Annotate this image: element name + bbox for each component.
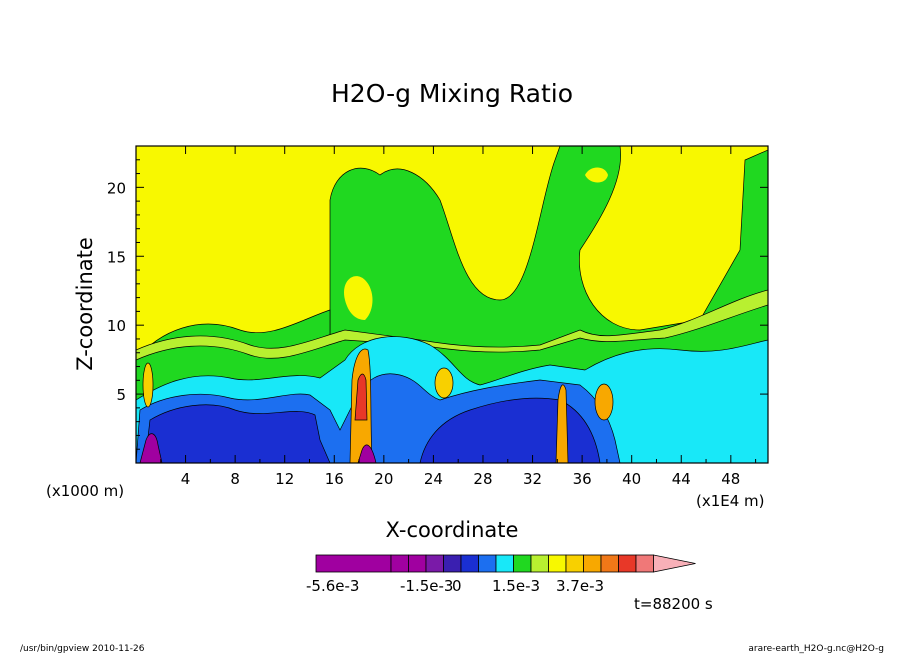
time-label: t=88200 s	[634, 595, 713, 613]
y-tick-label: 15	[107, 248, 126, 266]
colorbar-segment	[443, 554, 462, 573]
x-tick-label: 48	[721, 470, 740, 488]
colorbar-labels: -5.6e-3 -1.5e-30 1.5e-3 3.7e-3	[306, 577, 604, 595]
x-tick-label: 12	[275, 470, 294, 488]
y-tick-label: 5	[116, 386, 126, 404]
x-tick-label: 4	[181, 470, 191, 488]
x-unit-left: (x1000 m)	[46, 482, 124, 500]
contour-yellow-bubble-1	[344, 276, 373, 320]
x-tick-label: 20	[374, 470, 393, 488]
contour-warm-blob-3	[142, 362, 154, 408]
colorbar-segment	[600, 554, 619, 573]
y-tick-label: 10	[107, 317, 126, 335]
colorbar-label: 3.7e-3	[556, 577, 604, 595]
y-tick-label: 20	[107, 179, 126, 197]
colorbar-segment	[618, 554, 637, 573]
colorbar-segment	[530, 554, 549, 573]
contour-warm-blob-1	[434, 367, 454, 399]
x-tick-label: 16	[325, 470, 344, 488]
x-tick-label: 24	[424, 470, 443, 488]
y-axis-label: Z-coordinate	[73, 237, 97, 371]
plot-area	[136, 146, 768, 463]
x-tick-label: 44	[672, 470, 691, 488]
x-axis-ticks: 4 8 12 16 20 24 28 32 36 40 44 48	[160, 146, 757, 488]
colorbar-segment	[583, 554, 602, 573]
x-tick-label: 36	[573, 470, 592, 488]
contour-yellow-bubble-2	[585, 167, 608, 183]
colorbar-segment	[635, 554, 654, 573]
colorbar-segment	[460, 554, 479, 573]
colorbar-label: -5.6e-3	[306, 577, 359, 595]
plot-frame	[135, 145, 769, 464]
chart-title: H2O-g Mixing Ratio	[331, 79, 573, 108]
colorbar-label: 0	[452, 577, 462, 595]
x-tick-label: 8	[230, 470, 240, 488]
colorbar-segment	[315, 554, 392, 573]
colorbar-segment	[513, 554, 532, 573]
x-unit-right: (x1E4 m)	[696, 492, 765, 510]
colorbar-segment	[390, 554, 409, 573]
x-tick-label: 32	[523, 470, 542, 488]
colorbar-segment	[425, 554, 444, 573]
colorbar-segment	[548, 554, 567, 573]
x-axis-label: X-coordinate	[386, 518, 519, 542]
y-axis-ticks: 5 10 15 20	[107, 159, 768, 450]
colorbar-segment	[478, 554, 497, 573]
contour-purple-1	[139, 433, 163, 463]
colorbar-segment	[565, 554, 584, 573]
colorbar-label: 1.5e-3	[492, 577, 540, 595]
colorbar	[315, 554, 696, 573]
footer-left: /usr/bin/gpview 2010-11-26	[20, 644, 145, 654]
contour-warm-core-2	[354, 373, 368, 421]
x-tick-label: 40	[622, 470, 641, 488]
colorbar-segment	[495, 554, 514, 573]
colorbar-label: -1.5e-3	[400, 577, 453, 595]
contour-darkblue-layer	[144, 397, 601, 463]
contour-warm-blob-2	[594, 383, 614, 421]
footer-right: arare-earth_H2O-g.nc@H2O-g	[748, 644, 884, 654]
contour-warm-core-3	[555, 384, 569, 463]
colorbar-arrow	[653, 554, 696, 573]
x-tick-label: 28	[473, 470, 492, 488]
colorbar-segment	[408, 554, 427, 573]
